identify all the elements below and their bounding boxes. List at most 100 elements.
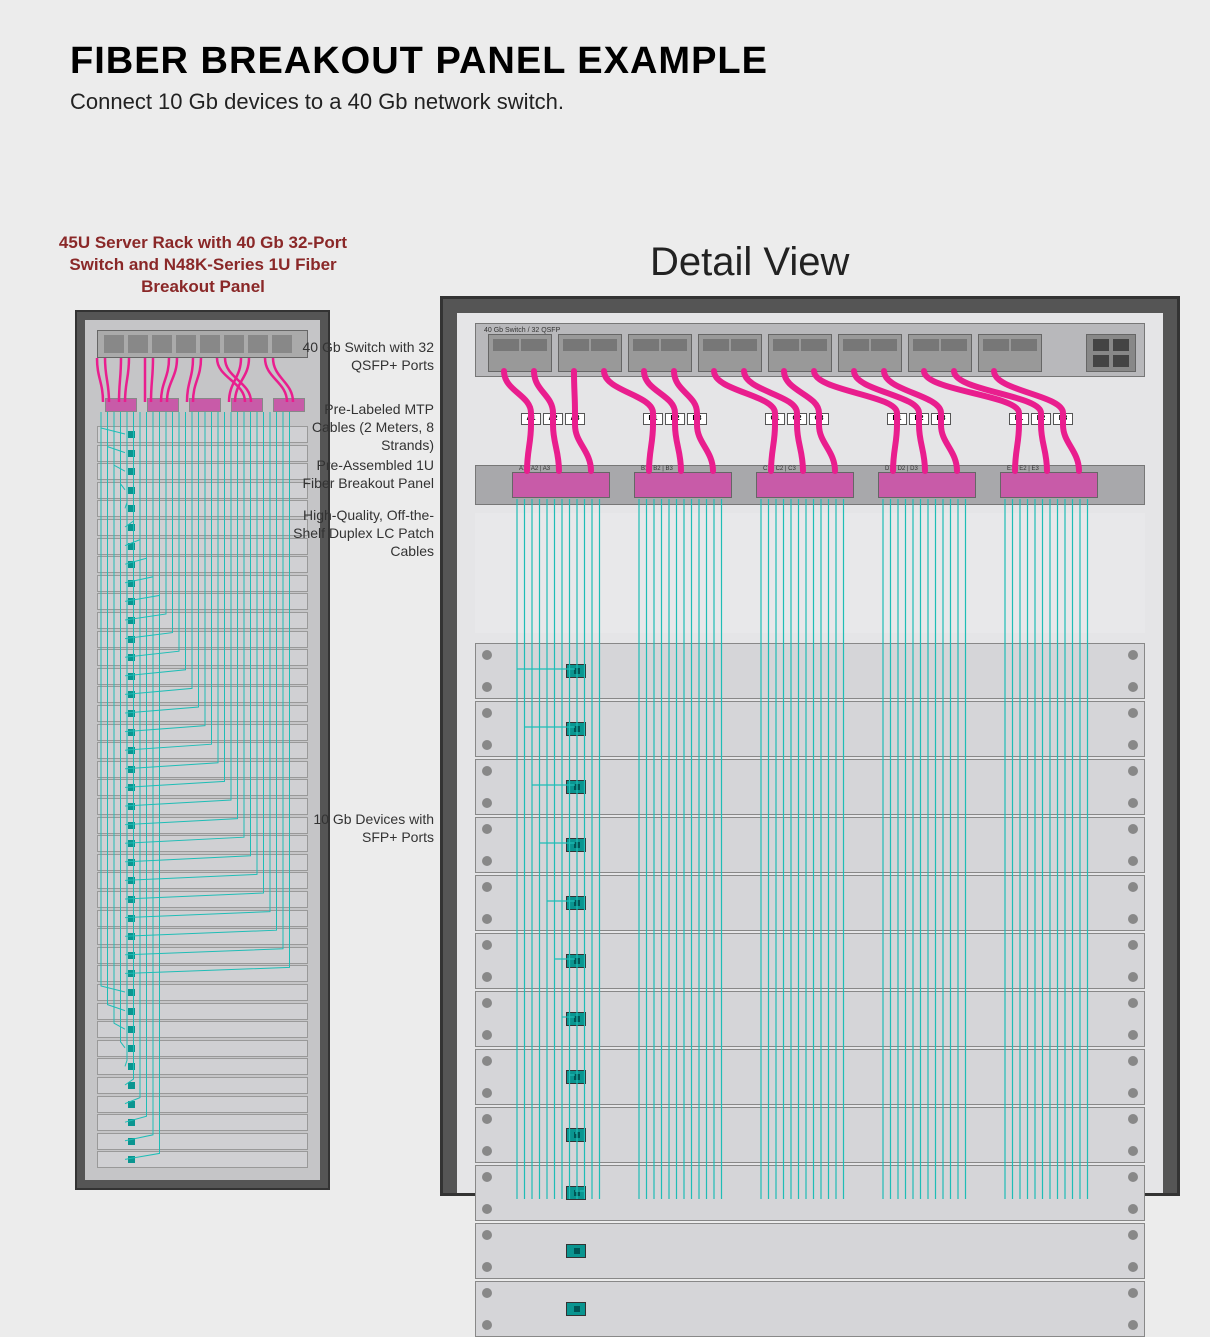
rack-caption: 45U Server Rack with 40 Gb 32-Port Switc…	[58, 232, 348, 298]
bolt-icon	[482, 940, 492, 950]
bolt-icon	[482, 1320, 492, 1330]
bolt-icon	[482, 824, 492, 834]
server-unit	[475, 1107, 1145, 1163]
small-breakout-panel	[147, 398, 179, 412]
qsfp-group	[838, 334, 902, 372]
eth-port	[1093, 339, 1109, 351]
annot-breakout: Pre-Assembled 1U Fiber Breakout Panel	[294, 456, 434, 492]
small-sfp-port	[128, 896, 135, 903]
empty-gap	[475, 513, 1145, 633]
small-sfp-port	[128, 1008, 135, 1015]
sfp-port	[566, 722, 586, 736]
qsfp-group	[768, 334, 832, 372]
small-server-unit	[97, 1151, 308, 1168]
small-server-unit	[97, 668, 308, 685]
server-unit	[475, 875, 1145, 931]
bolt-icon	[1128, 972, 1138, 982]
small-breakout-row	[97, 396, 308, 416]
bolt-icon	[1128, 650, 1138, 660]
bolt-icon	[1128, 1056, 1138, 1066]
bolt-icon	[1128, 824, 1138, 834]
bolt-icon	[482, 1088, 492, 1098]
bolt-icon	[482, 998, 492, 1008]
server-unit	[475, 933, 1145, 989]
small-sfp-port	[128, 840, 135, 847]
breakout-unit: A1 | A2 | A3 B1 | B2 | B3 C1 | C2 | C3 D1 |…	[475, 465, 1145, 505]
annot-switch: 40 Gb Switch with 32 QSFP+ Ports	[284, 338, 434, 374]
eth-port	[1093, 355, 1109, 367]
bolt-icon	[482, 650, 492, 660]
cable-tag: E2	[1031, 413, 1051, 425]
cable-tag: D1	[887, 413, 907, 425]
bolt-icon	[482, 1146, 492, 1156]
small-sfp-port	[128, 915, 135, 922]
sfp-port	[566, 780, 586, 794]
cable-tag: E1	[1009, 413, 1029, 425]
small-sfp-port	[128, 1138, 135, 1145]
server-unit	[475, 1049, 1145, 1105]
small-server-unit	[97, 686, 308, 703]
switch-unit: 40 Gb Switch / 32 QSFP	[475, 323, 1145, 377]
breakout-panel-label: C1 | C2 | C3	[763, 466, 796, 472]
detail-title: Detail View	[650, 240, 849, 285]
small-server-unit	[97, 817, 308, 834]
small-sfp-port	[128, 1063, 135, 1070]
bolt-icon	[1128, 1172, 1138, 1182]
small-qsfp-group	[152, 335, 172, 353]
annot-lc: High-Quality, Off-the-Shelf Duplex LC Pa…	[278, 506, 434, 561]
small-server-unit	[97, 426, 308, 443]
small-server-unit	[97, 1021, 308, 1038]
annot-mtp: Pre-Labeled MTP Cables (2 Meters, 8 Stra…	[278, 400, 434, 455]
small-sfp-port	[128, 1026, 135, 1033]
qsfp-group	[488, 334, 552, 372]
bolt-icon	[1128, 682, 1138, 692]
sfp-port	[566, 838, 586, 852]
bolt-icon	[482, 882, 492, 892]
small-sfp-port	[128, 766, 135, 773]
bolt-icon	[1128, 1288, 1138, 1298]
small-server-unit	[97, 761, 308, 778]
small-server-unit	[97, 1114, 308, 1131]
breakout-panel-label: D1 | D2 | D3	[885, 466, 918, 472]
qsfp-group	[698, 334, 762, 372]
breakout-panel: B1 | B2 | B3	[634, 472, 732, 498]
small-server-unit	[97, 556, 308, 573]
mgmt-block	[1086, 334, 1136, 372]
small-server-unit	[97, 891, 308, 908]
bolt-icon	[482, 1288, 492, 1298]
small-sfp-port	[128, 970, 135, 977]
server-unit	[475, 643, 1145, 699]
bolt-icon	[1128, 1146, 1138, 1156]
cable-tag: B2	[665, 413, 685, 425]
sfp-port	[566, 954, 586, 968]
server-unit	[475, 1281, 1145, 1337]
bolt-icon	[1128, 798, 1138, 808]
small-server-unit	[97, 984, 308, 1001]
small-server-unit	[97, 631, 308, 648]
small-sfp-port	[128, 989, 135, 996]
small-sfp-port	[128, 1156, 135, 1163]
bolt-icon	[1128, 914, 1138, 924]
small-server-unit	[97, 593, 308, 610]
bolt-icon	[1128, 940, 1138, 950]
breakout-panel-label: A1 | A2 | A3	[519, 466, 550, 472]
small-server-unit	[97, 910, 308, 927]
small-sfp-port	[128, 673, 135, 680]
bolt-icon	[482, 1056, 492, 1066]
small-sfp-port	[128, 803, 135, 810]
sfp-port	[566, 896, 586, 910]
bolt-icon	[1128, 1262, 1138, 1272]
bolt-icon	[482, 972, 492, 982]
qsfp-group	[908, 334, 972, 372]
breakout-panel: C1 | C2 | C3	[756, 472, 854, 498]
small-sfp-port	[128, 1119, 135, 1126]
bolt-icon	[1128, 1230, 1138, 1240]
cable-area: A1A2A3B1B2B3C1C2C3D1D2D3E1E2E3	[475, 377, 1145, 465]
small-sfp-port	[128, 487, 135, 494]
eth-port	[1113, 339, 1129, 351]
bolt-icon	[1128, 1320, 1138, 1330]
small-sfp-port	[128, 524, 135, 531]
qsfp-group	[558, 334, 622, 372]
bolt-icon	[482, 708, 492, 718]
small-sfp-port	[128, 580, 135, 587]
